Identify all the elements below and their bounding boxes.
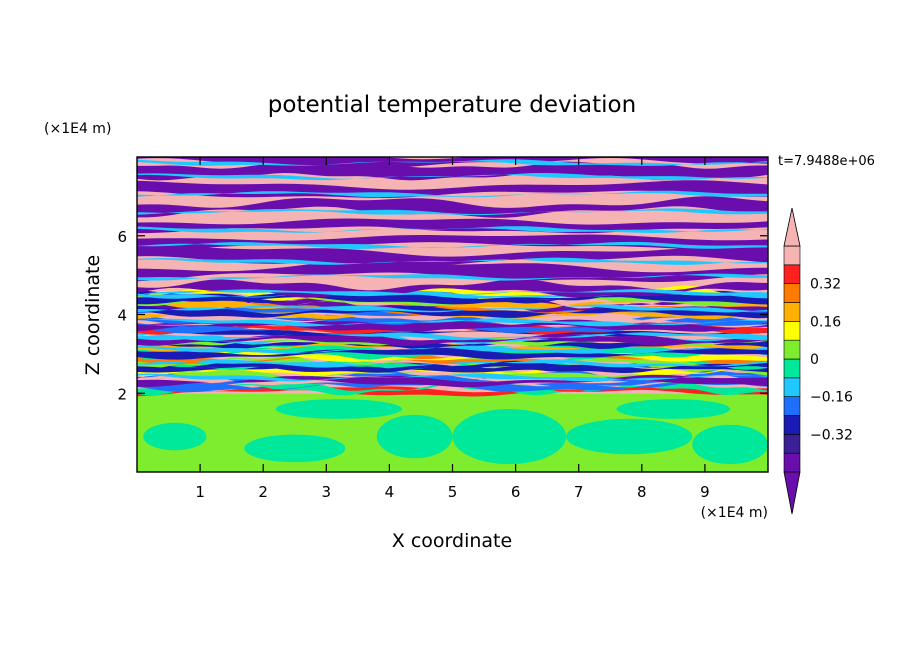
colorbar-tick-label: 0	[810, 352, 819, 368]
contour-band	[137, 226, 768, 233]
contour-band	[137, 296, 768, 314]
contour-band	[137, 261, 768, 282]
contour-band	[137, 218, 768, 234]
y-tick-label: 6	[117, 228, 127, 246]
colorbar-segment	[783, 245, 801, 266]
y-tick-label: 2	[117, 385, 127, 403]
contour-band	[137, 289, 768, 297]
contour-blob	[692, 424, 768, 465]
x-unit-label: (×1E4 m)	[701, 505, 768, 521]
contour-blob	[275, 399, 403, 419]
colorbar-segment	[783, 452, 801, 473]
y-axis-title: Z coordinate	[82, 255, 104, 375]
time-label: t=7.9488e+06	[778, 154, 875, 169]
colorbar-extend-min	[783, 471, 801, 515]
x-tick-label: 3	[322, 483, 332, 501]
contour-band	[137, 180, 768, 198]
contour-band	[137, 234, 768, 250]
x-tick-label: 1	[195, 483, 205, 501]
contour-band	[137, 257, 768, 265]
colorbar-segment	[783, 396, 801, 416]
y-axis: 2 4 6	[117, 228, 768, 403]
contour-band	[137, 290, 768, 299]
colorbar-tick-label: −0.32	[810, 427, 853, 443]
colorbar-tick-label: −0.16	[810, 390, 853, 406]
contour-blob	[566, 418, 693, 455]
colorbar-segment	[783, 302, 801, 322]
contour-band	[137, 373, 768, 382]
contour-band	[137, 196, 768, 218]
colorbar-segment	[783, 339, 801, 360]
x-axis-title: X coordinate	[392, 530, 512, 552]
contour-blob	[616, 399, 731, 419]
y-unit-label: (×1E4 m)	[44, 121, 111, 137]
x-tick-label: 4	[385, 483, 395, 501]
colorbar-segment	[783, 415, 801, 435]
contour-band	[137, 319, 768, 334]
contour-band	[137, 159, 768, 166]
contour-band	[137, 310, 768, 324]
contour-band	[137, 305, 768, 319]
colorbar-segment	[783, 377, 801, 397]
contour-band	[137, 161, 768, 181]
contour-band	[137, 338, 768, 350]
contour-band	[137, 318, 768, 327]
contour-band	[137, 345, 768, 354]
y-tick-label: 4	[117, 307, 127, 325]
colorbar-segment	[783, 264, 801, 284]
contour-band	[137, 359, 768, 368]
chart-title: potential temperature deviation	[268, 92, 636, 118]
colorbar-segment	[783, 434, 801, 454]
contour-band	[137, 241, 768, 249]
colorbar-segment	[783, 283, 801, 303]
x-axis: 1 2 3 4 5 6 7 8 9	[195, 157, 710, 501]
contour-field	[137, 157, 768, 472]
contour-band	[137, 332, 768, 341]
contour-band	[137, 273, 768, 281]
colorbar-tick-label: 0.16	[810, 314, 841, 330]
contour-band	[137, 381, 768, 396]
contour-band	[137, 278, 768, 298]
contour-blob	[376, 414, 453, 459]
colorbar: 0.32 0.16 0 −0.16 −0.32	[783, 207, 853, 515]
contour-band	[137, 190, 768, 198]
contour-blob	[244, 434, 346, 463]
x-tick-label: 8	[637, 483, 647, 501]
contour-blob	[143, 422, 207, 451]
contour-band	[137, 208, 768, 216]
x-tick-label: 6	[511, 483, 521, 501]
x-tick-label: 9	[700, 483, 710, 501]
colorbar-segment	[783, 358, 801, 379]
colorbar-segment	[783, 321, 801, 341]
contour-band	[137, 306, 768, 317]
colorbar-tick-label: 0.32	[810, 277, 841, 293]
contour-band	[137, 304, 768, 313]
contour-band	[137, 347, 768, 360]
contour-band	[137, 374, 768, 388]
colorbar-extend-max	[783, 207, 801, 247]
x-tick-label: 7	[574, 483, 584, 501]
x-tick-label: 2	[258, 483, 268, 501]
contour-band	[137, 173, 768, 181]
x-tick-label: 5	[448, 483, 458, 501]
contour-blob	[452, 409, 567, 465]
